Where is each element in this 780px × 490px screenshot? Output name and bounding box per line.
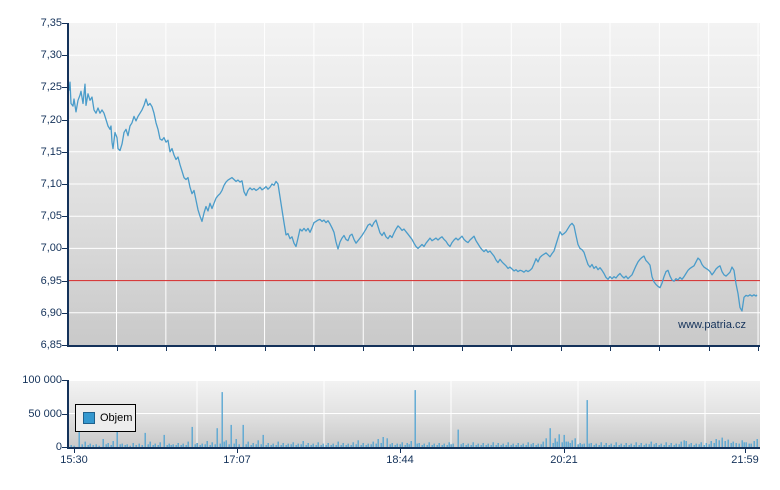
time-axis-label: 15:30: [60, 454, 88, 466]
price-y-axis-label: 6,85: [40, 339, 62, 351]
price-y-axis-label: 7,00: [40, 242, 62, 255]
time-axis-label: 20:21: [550, 454, 578, 466]
price-y-axis-label: 7,20: [40, 113, 62, 126]
volume-y-axis-label: 100 000: [22, 374, 62, 386]
price-y-tick: [62, 216, 67, 218]
price-y-tick: [62, 248, 67, 250]
time-axis-tick: [564, 449, 565, 453]
price-x-tick: [215, 347, 217, 351]
price-y-tick: [62, 55, 67, 57]
time-axis-tick: [400, 449, 401, 453]
price-y-tick: [62, 184, 67, 185]
time-axis-tick: [237, 449, 238, 453]
volume-y-axis-label: 50 000: [28, 407, 62, 420]
watermark-link[interactable]: www.patria.cz: [678, 319, 746, 331]
price-y-tick: [62, 151, 67, 153]
volume-y-tick: [62, 447, 67, 448]
volume-y-axis-line: [67, 380, 69, 449]
price-x-tick: [511, 347, 513, 351]
price-y-axis-line: [67, 23, 69, 347]
price-x-tick: [659, 347, 661, 351]
price-x-tick: [708, 347, 710, 351]
price-y-axis-label: 7,15: [40, 145, 62, 158]
price-x-tick: [610, 347, 611, 351]
price-y-tick: [62, 280, 67, 282]
price-y-tick: [62, 23, 67, 24]
price-y-axis-label: 7,35: [40, 17, 62, 29]
price-chart: [69, 23, 760, 345]
time-axis-tick: [74, 449, 75, 453]
volume-x-axis-line: [67, 447, 760, 449]
time-axis-label: 17:07: [223, 454, 251, 466]
price-x-tick: [758, 347, 760, 351]
time-axis-tick: [745, 449, 746, 453]
price-y-axis-label: 7,30: [40, 49, 62, 62]
price-y-tick: [62, 312, 67, 314]
volume-chart: [69, 380, 760, 447]
legend-marker-icon: [83, 412, 95, 424]
volume-y-axis-label: 0: [55, 441, 62, 453]
time-axis-label: 21:59: [731, 454, 759, 466]
price-y-axis-label: 7,10: [40, 178, 62, 190]
price-x-tick: [412, 347, 414, 351]
price-y-axis-label: 7,25: [40, 81, 62, 94]
legend-label: Objem: [100, 412, 133, 424]
price-y-tick: [62, 119, 67, 121]
legend-box: Objem: [75, 404, 136, 432]
price-y-tick: [62, 87, 67, 89]
volume-y-tick: [62, 380, 67, 381]
price-y-axis-label: 6,90: [40, 306, 62, 319]
price-y-axis-label: 6,95: [40, 274, 62, 287]
price-y-tick: [62, 345, 67, 346]
price-x-tick: [461, 347, 463, 351]
price-x-tick: [560, 347, 562, 351]
price-y-axis-label: 7,05: [40, 210, 62, 223]
volume-y-tick: [62, 413, 67, 415]
price-x-tick: [264, 347, 266, 351]
price-x-tick: [165, 347, 167, 351]
price-x-tick: [363, 347, 365, 351]
price-x-tick: [313, 347, 315, 351]
time-axis-label: 18:44: [386, 454, 414, 466]
price-x-axis-line: [67, 345, 760, 347]
price-x-tick: [116, 347, 118, 351]
